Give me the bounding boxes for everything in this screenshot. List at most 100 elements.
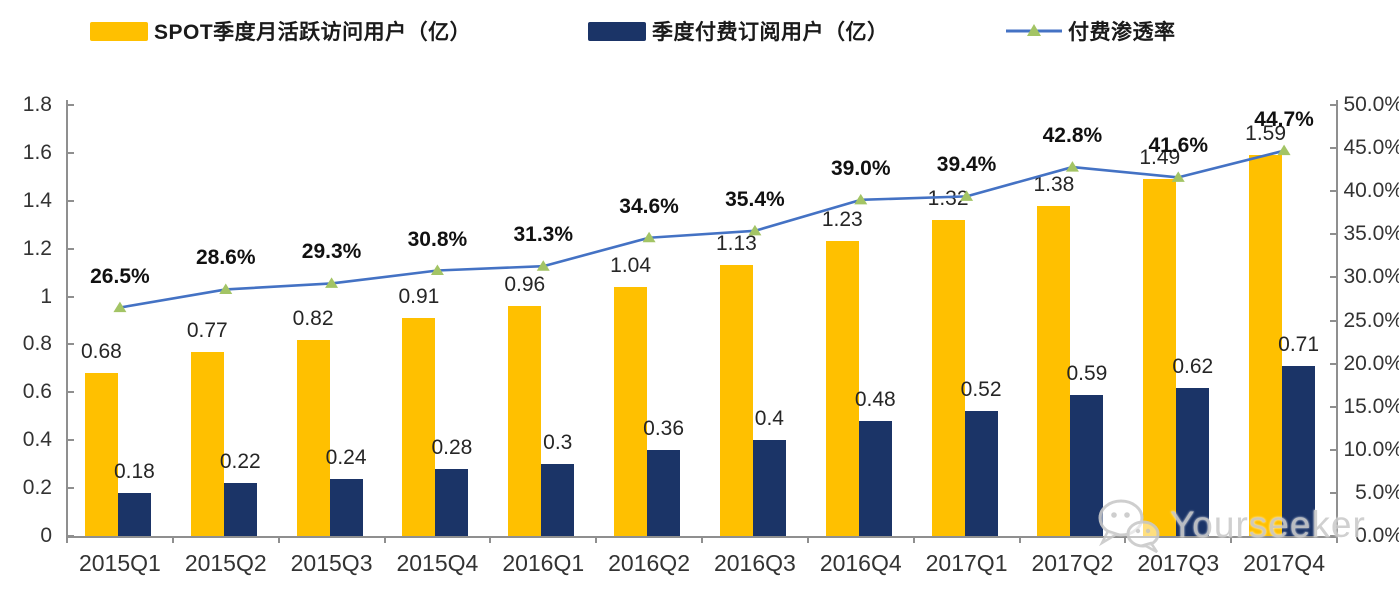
y-right-tick-label: 20.0%: [1343, 351, 1399, 375]
penetration-value-label: 28.6%: [195, 246, 256, 270]
x-boundary-tick: [66, 536, 68, 543]
legend-label-subs: 季度付费订阅用户（亿）: [652, 21, 889, 44]
x-boundary-tick: [806, 536, 809, 543]
y-left-tick: [67, 247, 74, 250]
y-left-tick: [67, 343, 74, 346]
y-right-tick-label: 50.0%: [1343, 93, 1399, 116]
bar-subs-value-label: 0.36: [643, 416, 685, 440]
bar-subs-value-label: 0.71: [1278, 332, 1320, 356]
penetration-value-label: 34.6%: [619, 194, 679, 218]
y-left-tick: [67, 535, 74, 537]
bar-mau-value-label: 0.91: [398, 285, 440, 309]
bar-mau: [614, 286, 648, 536]
bar-subs-value-label: 0.52: [960, 378, 1002, 402]
bar-mau-value-label: 0.77: [186, 318, 228, 342]
bar-subs-value-label: 0.4: [754, 407, 784, 431]
x-category-label: 2016Q3: [713, 550, 796, 576]
y-right-tick-label: 35.0%: [1343, 222, 1399, 246]
triangle-marker: [219, 283, 233, 294]
bar-mau: [402, 318, 436, 536]
penetration-value-label: 42.8%: [1042, 124, 1103, 148]
bar-mau: [508, 306, 542, 536]
y-left-tick: [67, 295, 74, 298]
penetration-value-label: 31.3%: [513, 223, 574, 247]
x-category-label: 2015Q3: [290, 550, 373, 576]
penetration-value-label: 35.4%: [725, 187, 785, 211]
triangle-marker: [536, 260, 550, 271]
triangle-marker: [113, 301, 127, 313]
x-boundary-tick: [1018, 536, 1021, 543]
bar-subs-value-label: 0.59: [1066, 361, 1108, 385]
bar-subs-value-label: 0.22: [219, 450, 261, 474]
y-right-tick: [1330, 147, 1337, 150]
x-category-label: 2017Q4: [1243, 550, 1325, 576]
legend-item-subs: 季度付费订阅用户（亿）: [588, 18, 889, 44]
bar-subs: [435, 468, 469, 536]
triangle-marker: [430, 264, 444, 276]
penetration-value-label: 30.8%: [407, 227, 468, 251]
triangle-marker: [854, 193, 868, 205]
x-category-label: 2017Q1: [925, 550, 1008, 576]
y-left-tick-label: 0.8: [22, 332, 52, 356]
bar-mau-value-label: 0.68: [80, 340, 122, 364]
y-left-tick-label: 1.8: [22, 93, 52, 116]
y-right-tick: [1330, 276, 1337, 279]
x-boundary-tick: [383, 536, 386, 543]
y-right-tick-label: 45.0%: [1343, 136, 1399, 160]
y-left-tick-label: 1.4: [22, 188, 52, 212]
y-right-tick-label: 30.0%: [1343, 265, 1399, 289]
bar-subs-value-label: 0.28: [431, 435, 473, 459]
x-boundary-tick: [277, 536, 280, 543]
penetration-value-label: 41.6%: [1148, 134, 1209, 158]
y-left-tick-label: 1.6: [22, 140, 52, 164]
bar-subs: [223, 483, 257, 536]
legend-swatch-mau: [90, 21, 148, 41]
bar-subs: [1282, 365, 1316, 536]
x-boundary-tick: [1124, 536, 1127, 543]
y-axis-right: [1336, 100, 1338, 538]
x-category-label: 2016Q1: [502, 550, 585, 576]
bar-mau-value-label: 1.13: [715, 232, 757, 256]
x-category-label: 2017Q2: [1031, 550, 1114, 576]
bar-mau: [190, 351, 224, 536]
bar-mau-value-label: 1.23: [821, 208, 863, 232]
y-right-tick-label: 10.0%: [1343, 437, 1399, 461]
bar-mau-value-label: 1.32: [927, 186, 969, 210]
bar-subs-value-label: 0.48: [854, 388, 896, 412]
bar-mau-value-label: 1.04: [610, 253, 652, 277]
triangle-marker: [1065, 161, 1079, 172]
bar-mau: [719, 265, 753, 536]
bar-subs: [541, 464, 575, 536]
x-boundary-tick: [701, 536, 703, 543]
y-left-tick-label: 0.2: [22, 476, 52, 500]
x-boundary-tick: [595, 536, 598, 543]
bar-mau-value-label: 1.59: [1245, 122, 1287, 146]
y-right-tick: [1330, 104, 1337, 106]
bar-subs-value-label: 0.18: [113, 459, 155, 483]
x-boundary-tick: [489, 536, 492, 543]
y-left-tick-label: 1: [40, 284, 52, 308]
y-axis-left: [66, 100, 68, 538]
bar-subs: [1176, 387, 1210, 536]
y-left-tick: [67, 199, 74, 202]
y-left-tick: [67, 391, 74, 394]
y-left-tick-label: 0: [40, 524, 52, 547]
legend-item-penetration: 付费渗透率: [1006, 18, 1176, 44]
y-left-tick: [67, 439, 74, 442]
x-category-label: 2016Q4: [819, 550, 902, 576]
x-category-label: 2017Q3: [1137, 550, 1220, 576]
penetration-value-label: 26.5%: [90, 264, 150, 288]
bar-subs-value-label: 0.3: [543, 431, 573, 455]
wechat-icon: [1098, 499, 1160, 554]
bar-mau-value-label: 0.96: [504, 273, 546, 297]
x-boundary-tick: [171, 536, 174, 543]
x-boundary-tick: [1336, 536, 1338, 543]
legend-line-marker-icon: [1006, 23, 1062, 39]
penetration-value-label: 29.3%: [301, 240, 362, 264]
y-left-tick-label: 0.4: [22, 428, 52, 452]
legend-swatch-subs: [588, 21, 646, 41]
triangle-marker: [642, 231, 656, 243]
triangle-marker: [325, 277, 339, 288]
